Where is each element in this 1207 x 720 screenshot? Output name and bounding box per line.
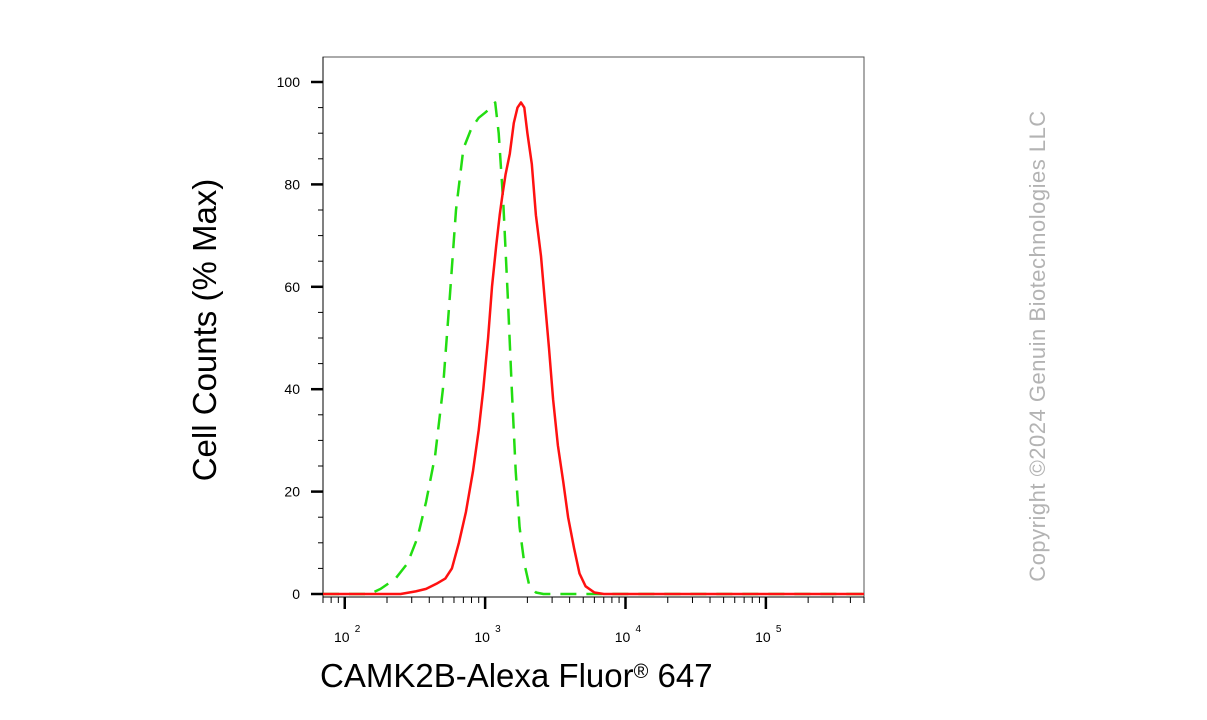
x-tick-label-exponent: 5	[776, 624, 782, 635]
y-tick-label: 20	[284, 484, 300, 500]
x-tick-label-base: 10	[474, 629, 490, 645]
x-tick-label-base: 10	[755, 629, 771, 645]
x-tick-label-exponent: 3	[495, 624, 501, 635]
y-tick-label: 100	[277, 74, 301, 90]
series-line-dashed	[323, 101, 864, 596]
y-tick-label: 0	[292, 586, 300, 602]
y-axis: 0 20 40 60 80 100	[277, 57, 324, 602]
x-tick-label-exponent: 2	[355, 624, 361, 635]
series-line-solid	[323, 101, 864, 596]
x-axis: 10 2 10 3 10 4 10 5	[322, 596, 865, 645]
x-axis-label-main: CAMK2B-Alexa Fluor	[320, 657, 634, 694]
y-axis-label: Cell Counts (% Max)	[186, 179, 223, 482]
x-axis-label-registered-mark: ®	[634, 661, 649, 683]
series-layer	[323, 101, 864, 596]
x-axis-label: CAMK2B-Alexa Fluor® 647	[320, 657, 713, 694]
x-tick-label-base: 10	[615, 629, 631, 645]
y-tick-label: 80	[284, 176, 300, 192]
x-tick-label-base: 10	[334, 629, 350, 645]
x-axis-label-tail: 647	[648, 657, 712, 694]
x-tick-label-exponent: 4	[636, 624, 642, 635]
plot-frame	[322, 56, 865, 598]
copyright-watermark: Copyright ©2024 Genuin Biotechnologies L…	[1025, 110, 1050, 581]
y-tick-label: 60	[284, 279, 300, 295]
y-tick-label: 40	[284, 381, 300, 397]
